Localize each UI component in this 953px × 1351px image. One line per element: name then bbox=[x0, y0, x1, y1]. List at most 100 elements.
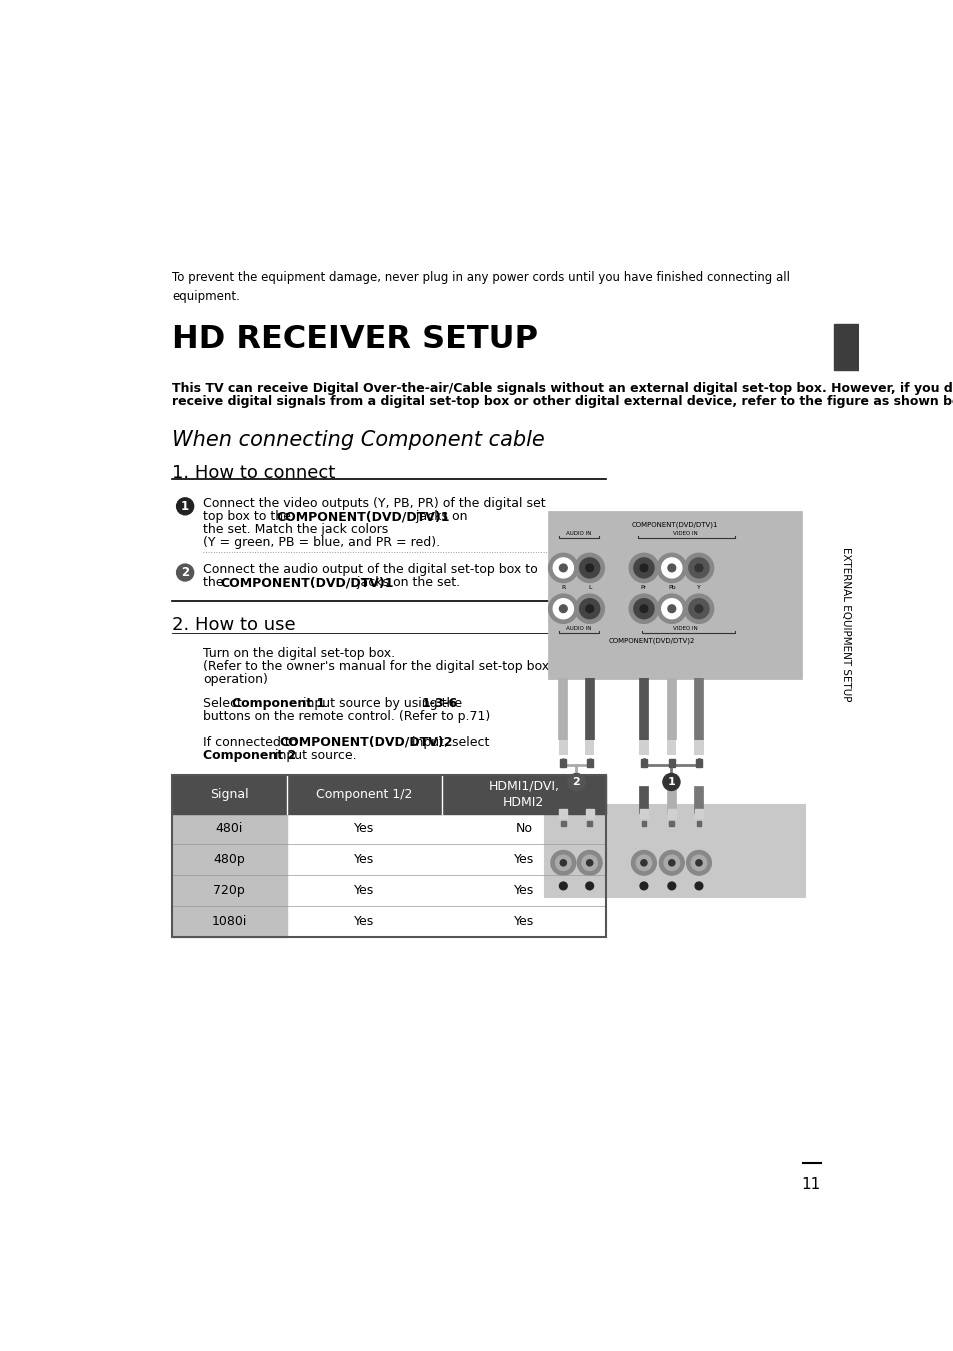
Text: Turn on the digital set-top box.: Turn on the digital set-top box. bbox=[203, 647, 395, 661]
Text: VIDEO IN: VIDEO IN bbox=[672, 531, 697, 536]
Circle shape bbox=[548, 554, 578, 582]
Text: 2: 2 bbox=[181, 566, 189, 580]
Bar bbox=[668, 759, 674, 766]
Circle shape bbox=[629, 594, 658, 623]
Circle shape bbox=[585, 882, 593, 890]
Circle shape bbox=[663, 855, 679, 870]
Circle shape bbox=[581, 855, 597, 870]
Circle shape bbox=[683, 594, 713, 623]
Circle shape bbox=[550, 851, 575, 875]
Text: Pb: Pb bbox=[667, 585, 675, 590]
Text: Yes: Yes bbox=[354, 884, 374, 897]
Circle shape bbox=[639, 882, 647, 890]
Text: Component 1/2: Component 1/2 bbox=[315, 788, 412, 801]
Text: 2. How to use: 2. How to use bbox=[172, 616, 295, 635]
Bar bbox=[639, 809, 647, 819]
Text: receive digital signals from a digital set-top box or other digital external dev: receive digital signals from a digital s… bbox=[172, 396, 953, 408]
Text: 720p: 720p bbox=[213, 884, 245, 897]
Circle shape bbox=[558, 882, 567, 890]
Circle shape bbox=[688, 558, 708, 578]
Text: 1080i: 1080i bbox=[212, 915, 247, 928]
Circle shape bbox=[667, 565, 675, 571]
Bar bbox=[640, 759, 646, 766]
Bar bbox=[833, 324, 858, 370]
Bar bbox=[696, 821, 700, 825]
Text: 480p: 480p bbox=[213, 854, 245, 866]
Bar bbox=[172, 813, 286, 844]
Circle shape bbox=[688, 598, 708, 619]
Circle shape bbox=[661, 598, 681, 619]
Circle shape bbox=[657, 554, 686, 582]
Circle shape bbox=[691, 855, 706, 870]
Circle shape bbox=[553, 558, 573, 578]
Bar bbox=[639, 739, 648, 755]
Text: 2: 2 bbox=[572, 777, 579, 788]
Text: To prevent the equipment damage, never plug in any power cords until you have fi: To prevent the equipment damage, never p… bbox=[172, 272, 789, 304]
Text: R: R bbox=[560, 585, 565, 590]
Text: Yes: Yes bbox=[513, 884, 534, 897]
Text: L: L bbox=[587, 585, 591, 590]
Text: If connected to: If connected to bbox=[203, 736, 301, 748]
Circle shape bbox=[639, 605, 647, 612]
Text: Yes: Yes bbox=[513, 915, 534, 928]
Circle shape bbox=[639, 565, 647, 571]
Text: the: the bbox=[203, 577, 227, 589]
Bar bbox=[695, 809, 702, 819]
Circle shape bbox=[548, 594, 578, 623]
Circle shape bbox=[640, 859, 646, 866]
Text: When connecting Component cable: When connecting Component cable bbox=[172, 430, 544, 450]
Text: No: No bbox=[515, 823, 532, 835]
Bar bbox=[587, 821, 592, 825]
Text: 1-3-6: 1-3-6 bbox=[421, 697, 457, 711]
Text: Signal: Signal bbox=[210, 788, 249, 801]
Bar bbox=[667, 809, 675, 819]
Circle shape bbox=[553, 598, 573, 619]
Bar bbox=[641, 821, 645, 825]
Circle shape bbox=[633, 558, 654, 578]
Circle shape bbox=[629, 554, 658, 582]
Circle shape bbox=[585, 605, 593, 612]
Text: Component 2: Component 2 bbox=[203, 748, 295, 762]
Circle shape bbox=[555, 855, 571, 870]
Circle shape bbox=[667, 605, 675, 612]
Text: Y: Y bbox=[697, 585, 700, 590]
Bar bbox=[586, 759, 592, 766]
Circle shape bbox=[579, 598, 599, 619]
Text: 1: 1 bbox=[667, 777, 675, 788]
Text: input source.: input source. bbox=[271, 748, 356, 762]
Circle shape bbox=[585, 565, 593, 571]
Bar bbox=[695, 759, 701, 766]
Circle shape bbox=[575, 554, 604, 582]
Text: AUDIO IN: AUDIO IN bbox=[565, 531, 591, 536]
Circle shape bbox=[559, 859, 566, 866]
Text: Yes: Yes bbox=[513, 854, 534, 866]
Circle shape bbox=[575, 594, 604, 623]
Circle shape bbox=[661, 558, 681, 578]
Bar bbox=[172, 907, 286, 936]
Text: HDMI1/DVI,
HDMI2: HDMI1/DVI, HDMI2 bbox=[488, 780, 558, 809]
Text: (Y = green, PB = blue, and PR = red).: (Y = green, PB = blue, and PR = red). bbox=[203, 536, 439, 550]
Text: 480i: 480i bbox=[215, 823, 243, 835]
Circle shape bbox=[633, 598, 654, 619]
Text: COMPONENT(DVD/DTV)1: COMPONENT(DVD/DTV)1 bbox=[276, 511, 450, 523]
Bar bbox=[669, 821, 674, 825]
Text: This TV can receive Digital Over-the-air/Cable signals without an external digit: This TV can receive Digital Over-the-air… bbox=[172, 381, 953, 394]
Circle shape bbox=[668, 859, 674, 866]
Circle shape bbox=[695, 565, 702, 571]
Text: 1: 1 bbox=[181, 500, 189, 513]
Text: buttons on the remote control. (Refer to p.71): buttons on the remote control. (Refer to… bbox=[203, 711, 490, 723]
Text: jacks on the set.: jacks on the set. bbox=[353, 577, 459, 589]
Text: COMPONENT(DVD/DTV)2: COMPONENT(DVD/DTV)2 bbox=[278, 736, 452, 748]
Circle shape bbox=[586, 859, 592, 866]
Circle shape bbox=[176, 497, 193, 515]
Text: input source by using the: input source by using the bbox=[298, 697, 466, 711]
Bar bbox=[549, 512, 801, 678]
Circle shape bbox=[695, 859, 701, 866]
Circle shape bbox=[558, 565, 567, 571]
Circle shape bbox=[683, 554, 713, 582]
Circle shape bbox=[667, 882, 675, 890]
Circle shape bbox=[631, 851, 656, 875]
Bar bbox=[172, 875, 286, 907]
Bar bbox=[560, 821, 565, 825]
Circle shape bbox=[662, 774, 679, 790]
